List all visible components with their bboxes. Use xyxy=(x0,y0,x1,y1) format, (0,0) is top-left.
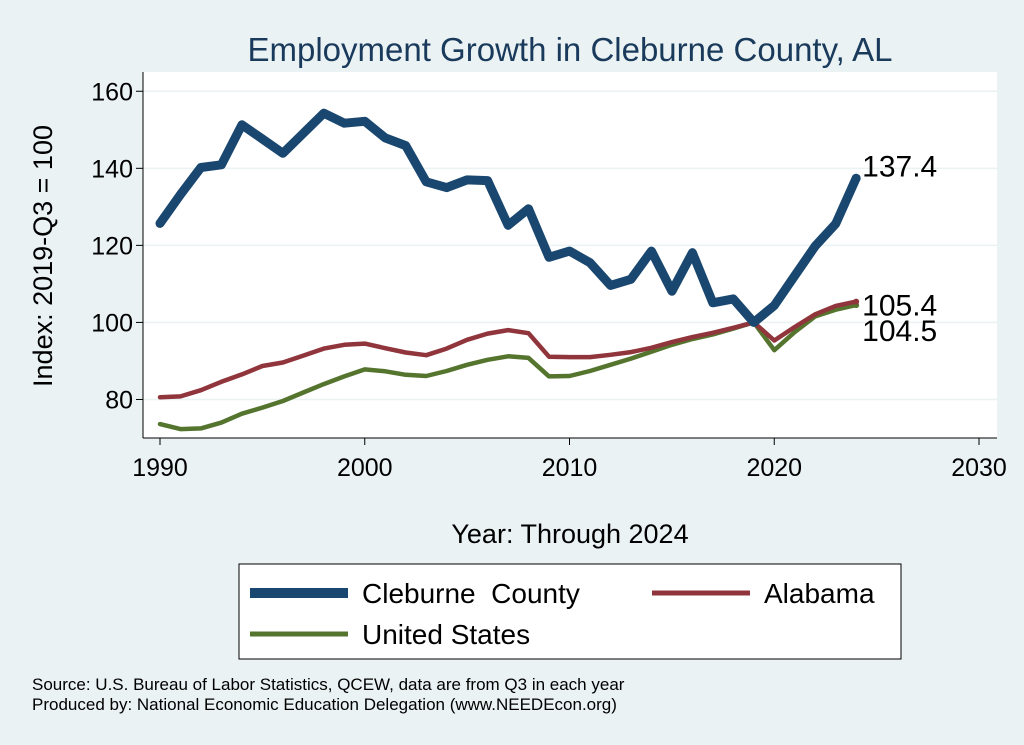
y-tick-label-80: 80 xyxy=(105,386,133,414)
end-label-cleburne-county: 137.4 xyxy=(862,150,937,183)
legend-label-alabama: Alabama xyxy=(764,578,875,609)
y-axis-ticks: 80 100 120 140 160 xyxy=(91,78,143,414)
end-label-united-states: 104.5 xyxy=(862,315,937,348)
legend-label-cleburne-county: Cleburne County xyxy=(362,578,580,609)
series-end-point-alabama xyxy=(853,298,860,305)
y-axis-title: Index: 2019-Q3 = 100 xyxy=(28,125,58,387)
series-line-cleburne-county xyxy=(155,108,861,327)
x-tick-label-2020: 2020 xyxy=(746,454,802,482)
x-tick-label-2010: 2010 xyxy=(542,454,598,482)
x-axis-ticks: 1990 2000 2010 2020 2030 xyxy=(132,438,1007,482)
series-end-point-cleburne-county xyxy=(851,173,861,183)
legend-box xyxy=(238,563,902,660)
y-tick-label-120: 120 xyxy=(91,232,133,260)
x-tick-label-2030: 2030 xyxy=(951,454,1007,482)
chart-title: Employment Growth in Cleburne County, AL xyxy=(247,31,892,68)
legend: Cleburne County Alabama United States xyxy=(238,563,902,660)
legend-label-united-states: United States xyxy=(362,619,530,650)
producer-note: Produced by: National Economic Education… xyxy=(32,695,617,714)
x-axis-title: Year: Through 2024 xyxy=(451,519,688,549)
y-tick-label-140: 140 xyxy=(91,155,133,183)
x-tick-label-2000: 2000 xyxy=(337,454,393,482)
y-tick-label-160: 160 xyxy=(91,78,133,106)
y-tick-label-100: 100 xyxy=(91,309,133,337)
series-line-alabama xyxy=(157,299,859,400)
series-lines xyxy=(155,108,861,432)
end-label-alabama: 105.4 xyxy=(862,290,937,323)
source-note: Source: U.S. Bureau of Labor Statistics,… xyxy=(32,675,625,694)
x-tick-label-1990: 1990 xyxy=(132,454,188,482)
